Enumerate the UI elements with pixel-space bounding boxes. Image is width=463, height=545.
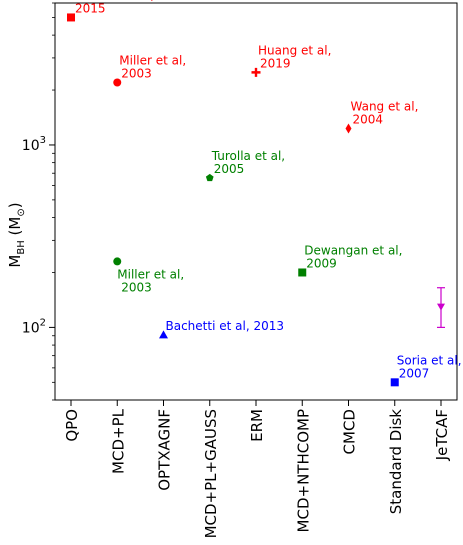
y-tick-label-base: 10 [22, 320, 40, 336]
point-annotation: Miller et al, [119, 53, 186, 67]
point-annotation: Wang et al, [351, 100, 419, 114]
svg-text:MBH (M⊙): MBH (M⊙) [6, 202, 27, 267]
data-point-triangle [159, 330, 168, 339]
x-tick-label: Standard Disk [387, 409, 405, 515]
y-axis-label-unit-sub: ⊙ [16, 208, 27, 216]
point-annotation: Pasham et al, [73, 0, 154, 2]
y-tick-label: 103 [22, 135, 46, 154]
x-tick-label: MCD+PL [109, 408, 127, 474]
point-annotation: 2003 [121, 66, 152, 80]
x-tick-label: MCD+NTHCOMP [294, 409, 312, 532]
point-annotation: Miller et al, [117, 267, 184, 281]
y-axis-label-sub: BH [16, 240, 27, 254]
point-annotation: 2015 [75, 1, 106, 15]
data-point-square [67, 13, 75, 22]
point-annotation: 2003 [121, 280, 152, 294]
y-axis-label: MBH (M⊙) [6, 202, 27, 267]
point-annotation: Dewangan et al, [304, 243, 402, 257]
y-axis-label-close: ) [6, 202, 24, 208]
data-point-diamond [345, 123, 352, 134]
point-annotation: Soria et al, [397, 353, 462, 367]
data-point-square [298, 268, 307, 277]
x-tick-label: QPO [63, 409, 81, 442]
data-point-circle [113, 257, 122, 266]
point-annotation: 2009 [306, 256, 337, 270]
y-axis-label-main: M [6, 255, 24, 268]
x-tick-label: OPTXAGNF [156, 409, 174, 491]
y-tick-label-exponent: 3 [40, 135, 46, 146]
data-point-square [390, 378, 399, 387]
point-annotation: 2005 [214, 162, 245, 176]
point-annotation: Turolla et al, [211, 149, 285, 163]
y-axis-label-unit: (M [6, 217, 24, 241]
x-tick-label: MCD+PL+GAUSS [202, 409, 220, 538]
x-tick-label: CMCD [341, 409, 359, 454]
data-point-triangle-down [437, 303, 445, 311]
data-point-plus [251, 67, 261, 77]
x-tick-label: JeTCAF [433, 409, 451, 461]
plot-frame [54, 2, 458, 401]
point-annotation: 2007 [399, 366, 430, 380]
point-annotation: 2004 [353, 113, 384, 127]
data-point-pentagon [205, 173, 214, 182]
point-annotation: Bachetti et al, 2013 [166, 319, 285, 333]
y-tick-label-base: 10 [22, 138, 40, 154]
data-point-circle [113, 78, 122, 87]
point-annotation: Huang et al, [258, 43, 331, 57]
x-tick-label: ERM [248, 409, 266, 442]
point-annotation: 2019 [260, 56, 291, 70]
y-tick-label-exponent: 2 [40, 317, 46, 328]
y-tick-label: 102 [22, 317, 46, 336]
